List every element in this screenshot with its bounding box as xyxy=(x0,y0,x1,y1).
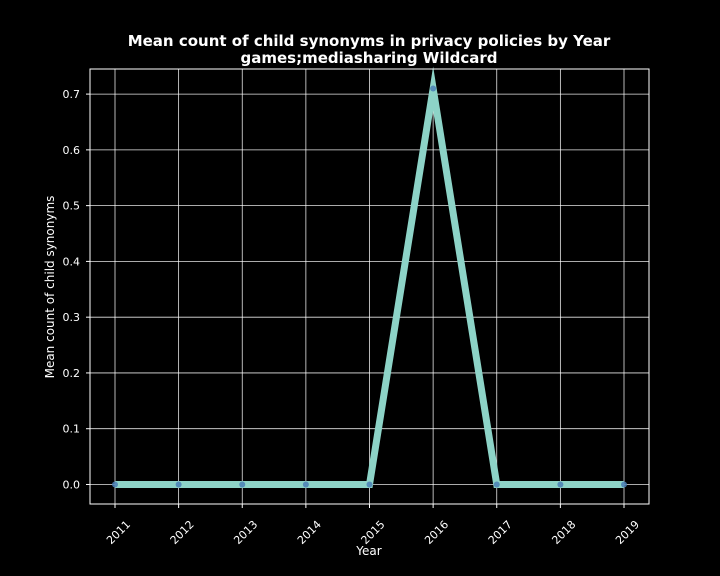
y-tick-label: 0.2 xyxy=(63,367,81,380)
data-point xyxy=(557,481,564,488)
data-point xyxy=(175,481,182,488)
y-tick-label: 0.4 xyxy=(63,255,81,268)
y-tick-label: 0.1 xyxy=(63,423,81,436)
x-axis-label: Year xyxy=(355,544,381,558)
chart-title: Mean count of child synonyms in privacy … xyxy=(128,32,611,50)
data-point xyxy=(239,481,246,488)
y-tick-label: 0.6 xyxy=(63,144,81,157)
y-tick-label: 0.3 xyxy=(63,311,81,324)
data-point xyxy=(493,481,500,488)
y-tick-label: 0.5 xyxy=(63,200,81,213)
grid xyxy=(90,69,649,504)
data-point xyxy=(302,481,309,488)
y-tick-label: 0.0 xyxy=(63,478,81,491)
data-point xyxy=(112,481,118,488)
series xyxy=(112,66,627,488)
y-tick-label: 0.7 xyxy=(63,88,81,101)
data-point xyxy=(366,481,373,488)
data-point xyxy=(430,85,437,92)
y-axis-ticks: 0.0 0.1 0.2 0.3 0.4 0.5 0.6 0.7 xyxy=(63,88,90,491)
data-point xyxy=(621,481,627,488)
plot-area-frame xyxy=(89,68,650,505)
chart-subtitle: games;mediasharing Wildcard xyxy=(240,49,497,67)
y-axis-label: Mean count of child synonyms xyxy=(43,196,57,379)
